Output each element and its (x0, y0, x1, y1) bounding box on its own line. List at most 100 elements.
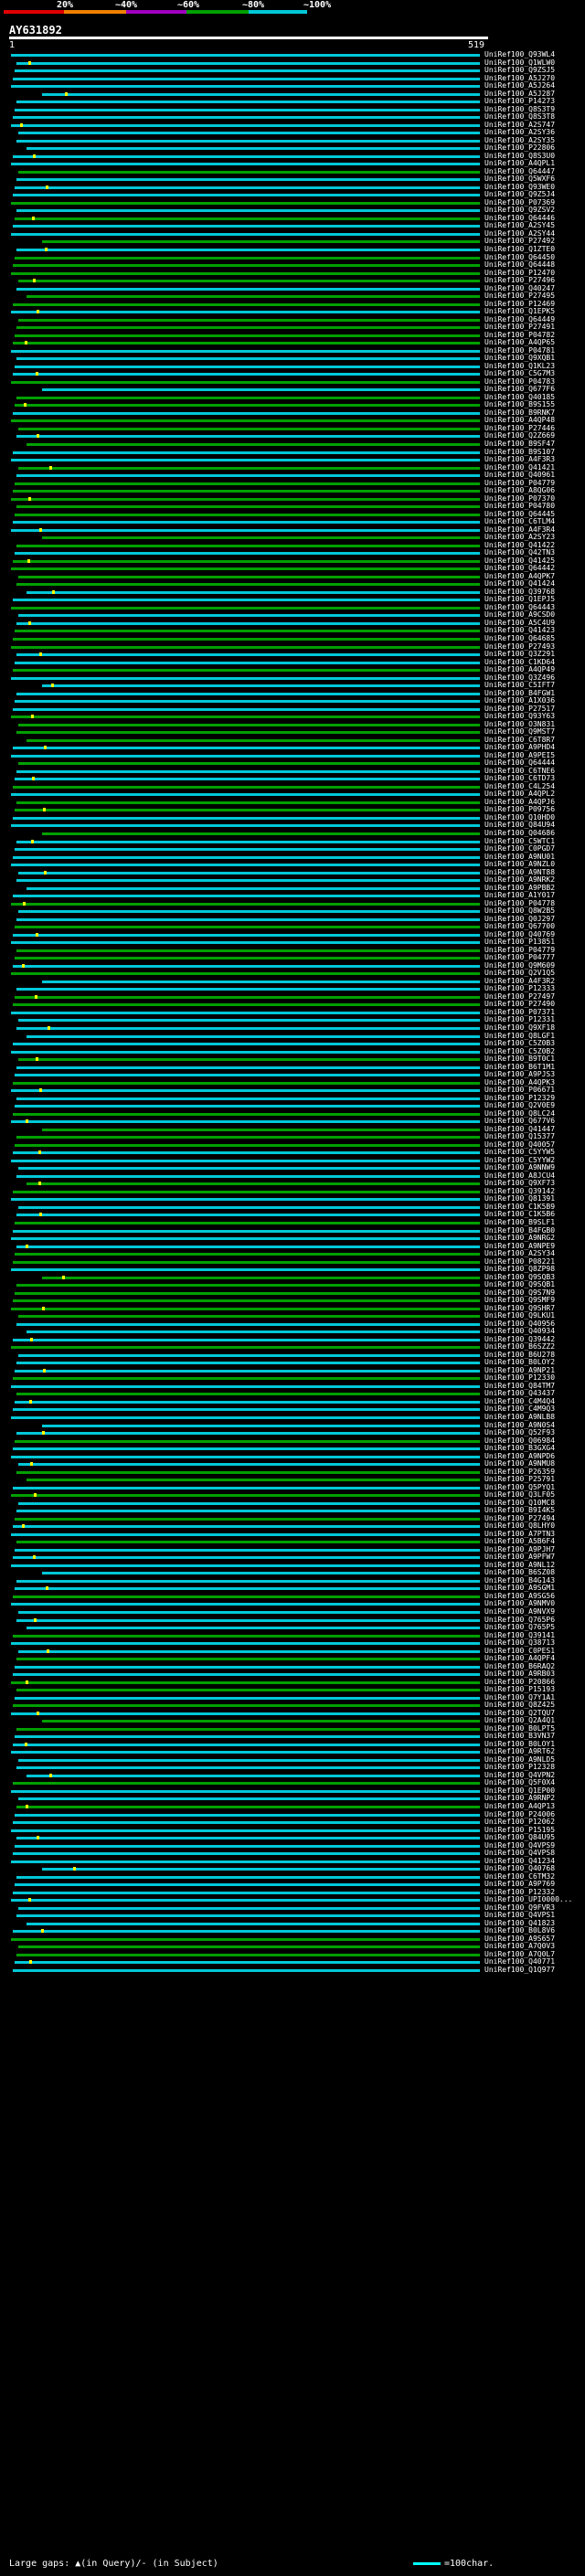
hit-alignment-bar[interactable] (15, 1143, 480, 1147)
hit-alignment-bar[interactable] (18, 1945, 480, 1949)
hit-label[interactable]: UniRef100_A5J287 (484, 89, 556, 98)
hit-row[interactable]: UniRef100_Q41447 (0, 1125, 585, 1133)
hit-row[interactable]: UniRef100_Q9XQB1 (0, 354, 585, 362)
hit-row[interactable]: UniRef100_A2SY44 (0, 229, 585, 238)
hit-row[interactable]: UniRef100_A9PBB2 (0, 884, 585, 892)
hit-label[interactable]: UniRef100_A2SY35 (484, 135, 556, 144)
hit-row[interactable]: UniRef100_Q81391 (0, 1194, 585, 1203)
hit-row[interactable]: UniRef100_Q10HD0 (0, 813, 585, 822)
hit-alignment-bar[interactable] (15, 1074, 480, 1077)
hit-row[interactable]: UniRef100_P24006 (0, 1810, 585, 1818)
hit-row[interactable]: UniRef100_Q42TN3 (0, 548, 585, 557)
hit-row[interactable]: UniRef100_A9RNP2 (0, 1794, 585, 1802)
hit-label[interactable]: UniRef100_Q81391 (484, 1194, 556, 1203)
hit-label[interactable]: UniRef100_Q4VPS1 (484, 1911, 556, 1920)
hit-label[interactable]: UniRef100_A9PJH7 (484, 1544, 556, 1553)
hit-label[interactable]: UniRef100_A2SY36 (484, 128, 556, 137)
hit-row[interactable]: UniRef100_A4QP49 (0, 665, 585, 673)
hit-alignment-bar[interactable] (16, 653, 480, 657)
hit-row[interactable]: UniRef100_A4F3R2 (0, 977, 585, 985)
hit-label[interactable]: UniRef100_A1X036 (484, 696, 556, 705)
hit-label[interactable]: UniRef100_C1K5B6 (484, 1210, 556, 1219)
hit-alignment-bar[interactable] (13, 707, 480, 711)
hit-alignment-bar[interactable] (11, 1789, 480, 1793)
hit-alignment-bar[interactable] (15, 552, 480, 556)
hit-label[interactable]: UniRef100_P15195 (484, 1825, 556, 1834)
hit-row[interactable]: UniRef100_Q84U95 (0, 1833, 585, 1841)
hit-alignment-bar[interactable] (16, 1284, 480, 1288)
hit-label[interactable]: UniRef100_Q5F0X4 (484, 1778, 556, 1787)
hit-row[interactable]: UniRef100_C5Z0B3 (0, 1039, 585, 1047)
hit-label[interactable]: UniRef100_Q9S7N9 (484, 1288, 556, 1297)
hit-alignment-bar[interactable] (11, 972, 480, 976)
hit-alignment-bar[interactable] (16, 800, 480, 804)
hit-alignment-bar[interactable] (13, 559, 480, 563)
hit-label[interactable]: UniRef100_Q1KL23 (484, 361, 556, 370)
hit-label[interactable]: UniRef100_A9NNW9 (484, 1163, 556, 1172)
hit-row[interactable]: UniRef100_P27496 (0, 276, 585, 284)
hit-row[interactable]: UniRef100_Q41234 (0, 1857, 585, 1865)
hit-label[interactable]: UniRef100_A4QPL2 (484, 790, 556, 799)
hit-alignment-bar[interactable] (26, 590, 480, 594)
hit-row[interactable]: UniRef100_Q41425 (0, 557, 585, 565)
hit-row[interactable]: UniRef100_P14273 (0, 97, 585, 105)
hit-row[interactable]: UniRef100_Q64685 (0, 634, 585, 642)
hit-alignment-bar[interactable] (13, 1821, 480, 1825)
hit-alignment-bar[interactable] (15, 482, 480, 485)
hit-label[interactable]: UniRef100_Q8Z425 (484, 1701, 556, 1710)
hit-label[interactable]: UniRef100_P07371 (484, 1007, 556, 1016)
hit-row[interactable]: UniRef100_Q7Y1A1 (0, 1693, 585, 1701)
hit-alignment-bar[interactable] (13, 342, 480, 345)
hit-label[interactable]: UniRef100_A9RB03 (484, 1670, 556, 1679)
hit-row[interactable]: UniRef100_P12333 (0, 984, 585, 992)
hit-row[interactable]: UniRef100_C6T8R7 (0, 736, 585, 744)
hit-alignment-bar[interactable] (16, 101, 480, 104)
hit-row[interactable]: UniRef100_Q9M609 (0, 961, 585, 970)
hit-alignment-bar[interactable] (26, 886, 480, 890)
hit-label[interactable]: UniRef100_A9NMU8 (484, 1459, 556, 1468)
hit-alignment-bar[interactable] (13, 1408, 480, 1412)
hit-row[interactable]: UniRef100_Q8LC24 (0, 1109, 585, 1118)
hit-alignment-bar[interactable] (16, 544, 480, 547)
hit-row[interactable]: UniRef100_P04778 (0, 899, 585, 907)
hit-row[interactable]: UniRef100_A9PHD4 (0, 743, 585, 751)
hit-alignment-bar[interactable] (13, 1891, 480, 1894)
hit-label[interactable]: UniRef100_A5C4U9 (484, 618, 556, 627)
hit-alignment-bar[interactable] (15, 1369, 480, 1373)
hit-label[interactable]: UniRef100_Q4VPS8 (484, 1849, 556, 1858)
hit-alignment-bar[interactable] (11, 1829, 480, 1832)
hit-row[interactable]: UniRef100_Q2Z669 (0, 431, 585, 440)
hit-row[interactable]: UniRef100_P27493 (0, 642, 585, 651)
hit-row[interactable]: UniRef100_P12328 (0, 1763, 585, 1771)
hit-label[interactable]: UniRef100_A4QPL1 (484, 159, 556, 168)
hit-alignment-bar[interactable] (15, 1665, 480, 1669)
hit-row[interactable]: UniRef100_Q39768 (0, 588, 585, 596)
hit-alignment-bar[interactable] (26, 1182, 480, 1186)
hit-alignment-bar[interactable] (13, 1673, 480, 1677)
hit-alignment-bar[interactable] (13, 1338, 480, 1341)
hit-alignment-bar[interactable] (18, 575, 480, 578)
hit-row[interactable]: UniRef100_C6TM32 (0, 1872, 585, 1881)
hit-row[interactable]: UniRef100_C5Z0B2 (0, 1047, 585, 1055)
hit-alignment-bar[interactable] (15, 404, 480, 408)
hit-label[interactable]: UniRef100_Q4VPN2 (484, 1770, 556, 1779)
hit-label[interactable]: UniRef100_A9PJS3 (484, 1070, 556, 1079)
hit-alignment-bar[interactable] (26, 443, 480, 446)
hit-label[interactable]: UniRef100_C4L254 (484, 781, 556, 790)
hit-label[interactable]: UniRef100_B6U278 (484, 1350, 556, 1359)
hit-alignment-bar[interactable] (13, 1081, 480, 1085)
hit-label[interactable]: UniRef100_A7Q0V3 (484, 1942, 556, 1951)
hit-label[interactable]: UniRef100_A4F3R3 (484, 455, 556, 464)
hit-alignment-bar[interactable] (11, 902, 480, 906)
hit-label[interactable]: UniRef100_B3VN37 (484, 1732, 556, 1741)
hit-alignment-bar[interactable] (13, 1151, 480, 1155)
hit-alignment-bar[interactable] (13, 1043, 480, 1046)
hit-label[interactable]: UniRef100_Q9ZSJ5 (484, 66, 556, 75)
hit-row[interactable]: UniRef100_Q9SQB1 (0, 1280, 585, 1288)
hit-label[interactable]: UniRef100_A1Y017 (484, 891, 556, 900)
hit-alignment-bar[interactable] (15, 700, 480, 704)
hit-label[interactable]: UniRef100_B9SLF1 (484, 1218, 556, 1226)
hit-label[interactable]: UniRef100_Q64685 (484, 634, 556, 642)
hit-alignment-bar[interactable] (18, 1649, 480, 1653)
hit-label[interactable]: UniRef100_A4QPK7 (484, 571, 556, 580)
